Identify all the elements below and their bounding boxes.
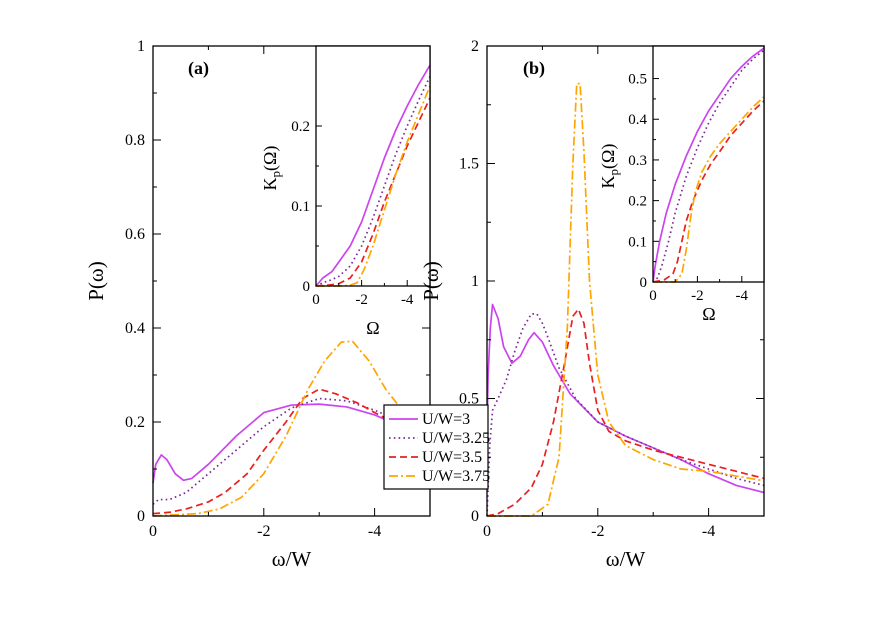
panel-a-inset-bg [316,46,430,286]
panel-b-inset-xtick-label: 0 [649,288,657,304]
panel-a-inset-series-3 [315,97,431,287]
panel-a-inset-series-2 [315,76,431,287]
panel-a-ytick-label: 0.4 [125,320,145,337]
inset-ylabel-main: K [260,177,280,190]
panel-a-ylabel: P(ω) [84,261,108,301]
panel-a-series-1 [152,403,431,484]
panel-a-xtick-label: -4 [368,523,381,540]
panel-a-inset-xtick-label: -4 [401,292,414,308]
panel-b-ytick-label: 1.5 [459,156,479,173]
legend-label-2: U/W=3.25 [422,430,490,447]
panel-a-xlabel: ω/W [272,547,312,571]
panel-b-inset-xlabel: Ω [702,304,715,324]
inset-ylabel-sub: p [606,169,621,176]
legend-label-1: U/W=3 [422,411,470,428]
panel-b-series-4 [487,82,765,517]
panel-a: 0 -2 -4 0 0.2 0.4 0.6 0.8 1 ω/W P(ω) (a) 0 -2 -4 0 0.1 0.… [84,38,431,571]
panel-b-ytick-label: 2 [471,38,479,55]
panel-a-ytick-label: 0.8 [125,132,145,149]
panel-a-inset-ytick-label: 0.2 [291,119,310,135]
panel-b-inset-bg [653,46,764,282]
inset-ylabel-rest: (Ω) [260,146,281,171]
panel-b-inset-ytick-label: 0.2 [628,194,647,210]
panel-a-inset-xlabel: Ω [366,318,379,338]
panel-a-inset-xtick-label: 0 [312,292,320,308]
panel-b-xtick-label: 0 [483,523,491,540]
panel-a-xtick-label: -2 [257,523,270,540]
legend: U/W=3 U/W=3.25 U/W=3.5 U/W=3.75 [383,404,490,490]
panel-b-inset: 0 -2 -4 0 0.1 0.2 0.3 0.4 0.5 Ω Kp(Ω) [598,45,765,324]
panel-a-ytick-label: 0 [137,508,145,525]
panel-b-xtick-label: -2 [591,523,604,540]
panel-b-series-1 [486,303,765,494]
panel-b-ytick-label: 1 [471,273,479,290]
panel-b-inset-series-1 [652,47,765,283]
panel-a-inset-ytick-label: 0 [303,279,311,295]
panel-a-inset-xtick-label: -2 [355,292,368,308]
panel-a-ytick-label: 0.6 [125,226,145,243]
panel-a-inset-ytick-label: 0.1 [291,199,310,215]
panel-a-ytick-label: 0.2 [125,414,145,431]
panel-b-inset-series-2 [652,49,765,283]
inset-ylabel-rest: (Ω) [598,144,619,169]
legend-label-4: U/W=3.75 [422,468,490,485]
panel-b-series-2 [486,313,765,517]
panel-b-ytick-label: 0.5 [459,391,479,408]
panel-a-inset-series-1 [315,64,431,287]
panel-b-inset-ytick-label: 0.5 [628,72,647,88]
panel-b-inset-xtick-label: -4 [736,288,749,304]
panel-a-label: (a) [188,58,209,79]
panel-a-ytick-label: 1 [137,38,145,55]
panel-b-ytick-label: 0 [471,508,479,525]
panel-a-series-3 [152,388,431,515]
panel-b-ylabel: P(ω) [419,261,443,301]
panel-b-inset-ytick-label: 0.4 [628,112,647,128]
panel-a-inset: 0 -2 -4 0 0.1 0.2 Ω Kp(Ω) [260,45,431,338]
legend-label-3: U/W=3.5 [422,449,482,466]
panel-b-inset-ytick-label: 0.1 [628,234,647,250]
panel-b-inset-series-4 [653,96,765,283]
panel-b-inset-ytick-label: 0 [640,275,648,291]
inset-ylabel-main: K [598,175,618,188]
panel-b-label: (b) [523,58,545,79]
panel-b-inset-xtick-label: -2 [691,288,704,304]
inset-ylabel-sub: p [268,171,283,178]
panel-b-series-3 [486,308,765,517]
panel-b-inset-ylabel: Kp(Ω) [598,144,621,189]
panel-b-inset-frame [652,45,765,283]
panel-a-xtick-label: 0 [149,523,157,540]
panel-b-xlabel: ω/W [606,547,646,571]
panel-b: 0 -2 -400.511.52ω/WP(ω)(b)0 -2 -400.10.20.30… [419,38,765,571]
panel-b-inset-ytick-label: 0.3 [628,153,647,169]
panel-a-inset-ylabel: Kp(Ω) [260,146,283,191]
panel-b-xtick-label: -4 [702,523,715,540]
panel-a-series-4 [152,340,431,517]
panel-b-inset-series-3 [652,100,765,283]
